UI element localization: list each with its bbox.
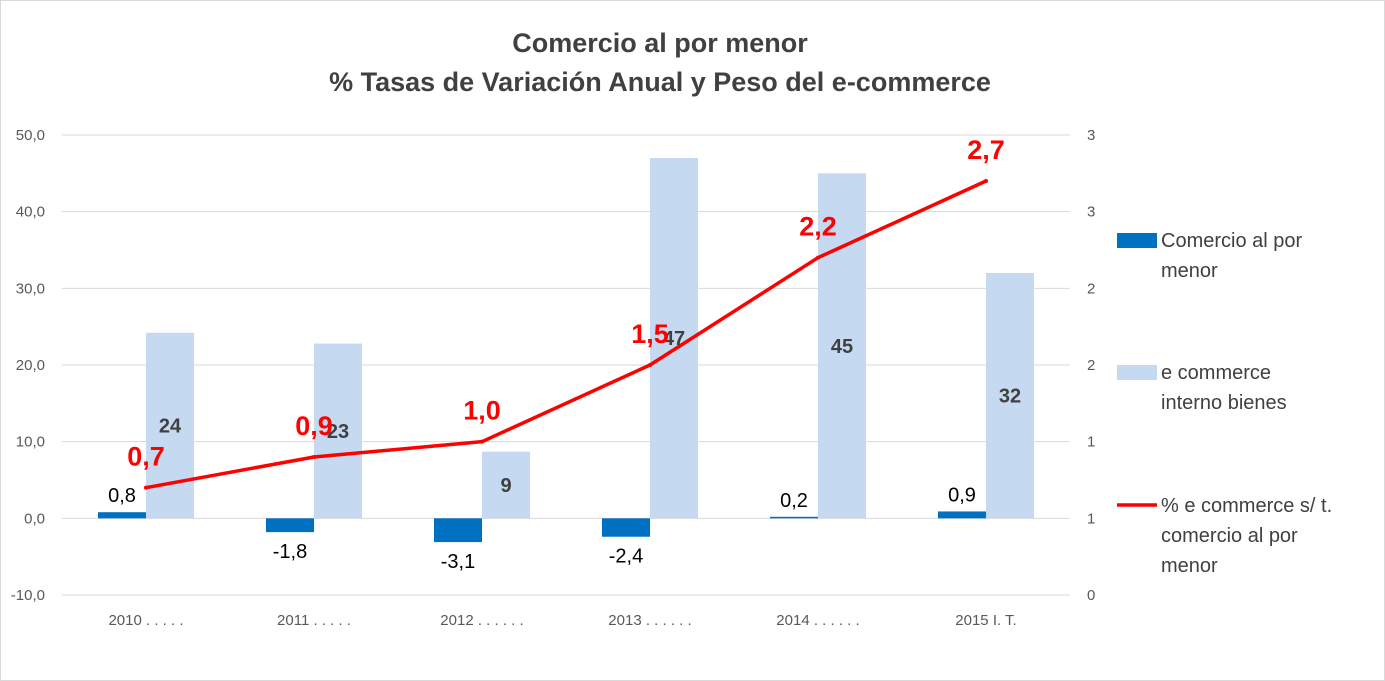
- ecommerce-value-label: 24: [159, 416, 182, 438]
- bars: [98, 158, 1034, 543]
- share-point: [984, 179, 988, 183]
- right-tick-label: 1: [1087, 434, 1095, 451]
- legend-label: menor: [1161, 555, 1218, 577]
- share-point: [144, 485, 148, 490]
- legend-label: % e commerce s/ t.: [1161, 495, 1332, 517]
- retail-bar: [98, 512, 146, 519]
- share-point: [312, 455, 316, 459]
- x-tick-label: 2015 I. T.: [955, 612, 1016, 629]
- retail-value-label: 0,2: [780, 490, 808, 512]
- legend-label: comercio al por: [1161, 525, 1298, 547]
- share-point: [816, 255, 820, 260]
- chart-title-line-1: Comercio al por menor: [512, 28, 808, 58]
- x-tick-label: 2011 . . . . .: [277, 612, 351, 629]
- left-tick-label: 10,0: [16, 434, 45, 451]
- gridlines: [62, 134, 1070, 596]
- x-axis: 2010 . . . . . 2011 . . . . . 2012 . . . .…: [108, 612, 1016, 629]
- retail-value-label: -3,1: [441, 551, 475, 573]
- share-value-label: 0,9: [295, 411, 333, 441]
- x-tick-label: 2012 . . . . . .: [440, 612, 523, 629]
- retail-bar: [602, 518, 650, 537]
- share-value-label: 1,5: [631, 319, 669, 349]
- share-line: [145, 179, 987, 490]
- left-tick-label: 0,0: [24, 510, 45, 527]
- ecommerce-bar: [818, 173, 866, 519]
- legend-swatch: [1117, 365, 1157, 380]
- retail-bar: [266, 518, 314, 533]
- legend-label: menor: [1161, 260, 1218, 282]
- ecommerce-value-label: 23: [327, 421, 349, 443]
- legend: Comercio al por menor e commerce interno bi…: [1117, 230, 1332, 577]
- share-point: [480, 439, 484, 444]
- left-tick-label: 40,0: [16, 204, 45, 221]
- ecommerce-value-label: 47: [663, 328, 685, 350]
- right-tick-label: 3: [1087, 204, 1095, 221]
- share-value-label: 2,7: [967, 135, 1005, 165]
- right-axis: 3 3 2 2 1 1 0: [1087, 127, 1095, 604]
- left-tick-label: -10,0: [11, 587, 45, 604]
- ecommerce-value-label: 45: [831, 336, 853, 358]
- chart-title-line-2: % Tasas de Variación Anual y Peso del e-…: [329, 67, 991, 97]
- share-value-label: 1,0: [463, 396, 501, 426]
- ecommerce-bar: [314, 343, 362, 519]
- legend-label: Comercio al por: [1161, 230, 1303, 252]
- legend-label: interno bienes: [1161, 392, 1287, 414]
- x-tick-label: 2013 . . . . . .: [608, 612, 691, 629]
- right-tick-label: 2: [1087, 280, 1095, 297]
- share-point: [648, 363, 652, 367]
- x-tick-label: 2014 . . . . . .: [776, 612, 859, 629]
- retail-bar: [770, 516, 818, 519]
- right-tick-label: 0: [1087, 587, 1095, 604]
- left-tick-label: 50,0: [16, 127, 45, 144]
- retail-bar: [938, 511, 986, 519]
- left-tick-label: 30,0: [16, 280, 45, 297]
- legend-label: e commerce: [1161, 362, 1271, 384]
- ecommerce-bar: [482, 451, 530, 519]
- retail-value-label: -1,8: [273, 541, 307, 563]
- right-tick-label: 2: [1087, 357, 1095, 374]
- left-axis: 50,0 40,0 30,0 20,0 10,0 0,0 -10,0: [11, 127, 45, 604]
- ecommerce-bar: [986, 273, 1034, 519]
- share-value-label: 0,7: [127, 442, 165, 472]
- legend-swatch: [1117, 233, 1157, 248]
- ecommerce-value-label: 32: [999, 386, 1021, 408]
- retail-value-label: -2,4: [609, 546, 643, 568]
- share-line-group: [144, 179, 988, 490]
- share-value-label: 2,2: [799, 212, 837, 242]
- ecommerce-value-label: 9: [500, 475, 511, 497]
- right-tick-label: 3: [1087, 127, 1095, 144]
- retail-value-label: 0,8: [108, 485, 136, 507]
- data-labels: 0,8 24 -1,8 23 -3,1 9 -2,4 47 0,2 45 0,9 32 0,7 0,9 1,…: [108, 135, 1021, 573]
- left-tick-label: 20,0: [16, 357, 45, 374]
- retail-value-label: 0,9: [948, 484, 976, 506]
- retail-bar: [434, 518, 482, 543]
- x-tick-label: 2010 . . . . .: [108, 612, 183, 629]
- right-tick-label: 1: [1087, 510, 1095, 527]
